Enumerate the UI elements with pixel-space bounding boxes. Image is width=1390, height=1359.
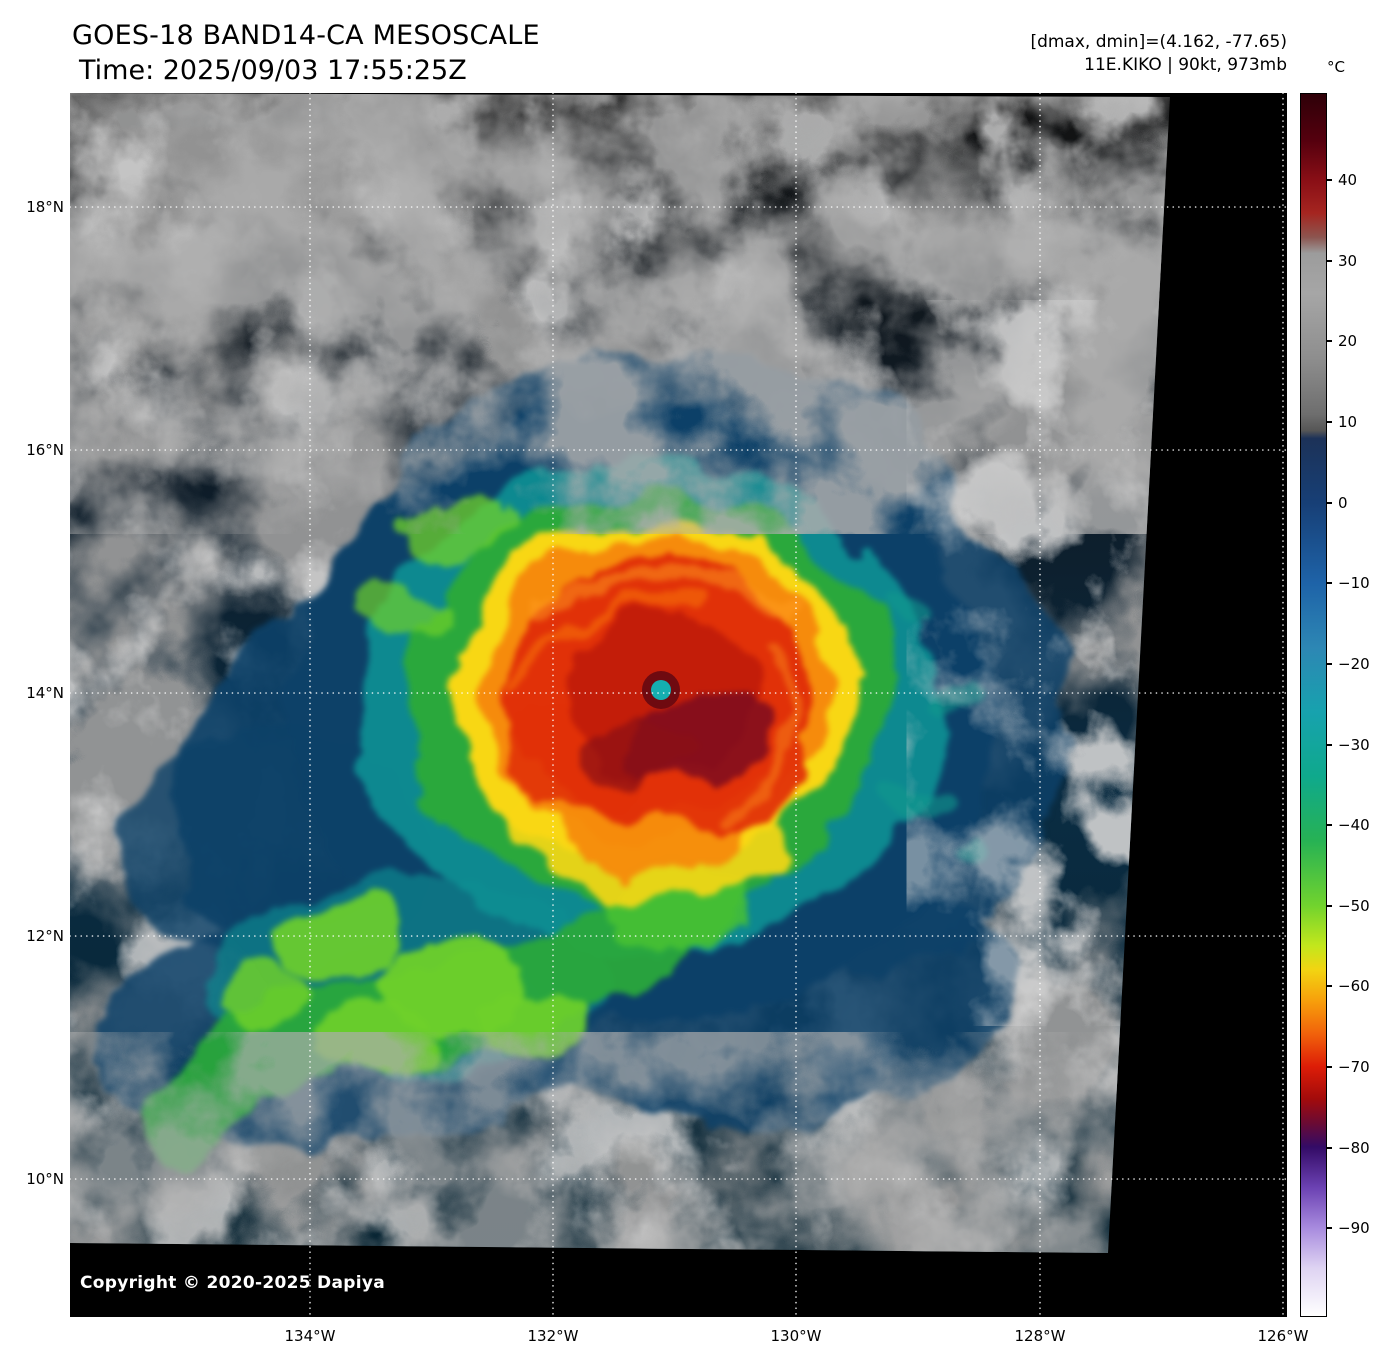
colorbar-tick — [1327, 985, 1332, 988]
colorbar-tick — [1327, 1227, 1332, 1230]
colorbar-tick — [1327, 259, 1332, 262]
colorbar-tick — [1327, 420, 1332, 423]
dmax-dmin-label: [dmax, dmin]=(4.162, -77.65) — [1030, 32, 1287, 52]
colorbar-tick — [1327, 904, 1332, 907]
colorbar-tick — [1327, 743, 1332, 746]
satellite-plot: Copyright © 2020-2025 Dapiya — [70, 93, 1287, 1317]
page-title: GOES-18 BAND14-CA MESOSCALE — [72, 20, 540, 51]
annotation-block: [dmax, dmin]=(4.162, -77.65) 11E.KIKO | … — [1030, 31, 1287, 77]
south-cloud-deck — [70, 1043, 1170, 1253]
satellite-image — [70, 93, 1287, 1317]
east-cloud-deck — [920, 333, 1170, 993]
colorbar-tick-label: −80 — [1338, 1138, 1370, 1157]
colorbar-tick-label: 20 — [1338, 332, 1358, 351]
colorbar-tick-label: −50 — [1338, 896, 1370, 915]
lon-tick-label: 130°W — [770, 1327, 822, 1345]
colorbar-unit-label: °C — [1327, 58, 1345, 76]
colorbar-tick — [1327, 1066, 1332, 1069]
colorbar-tick-label: −10 — [1338, 574, 1370, 593]
colorbar — [1300, 93, 1327, 1317]
lon-tick-label: 126°W — [1257, 1327, 1309, 1345]
lon-tick-label: 132°W — [527, 1327, 579, 1345]
colorbar-tick-label: 10 — [1338, 412, 1358, 431]
colorbar-tick — [1327, 340, 1332, 343]
colorbar-gradient — [1301, 94, 1326, 1316]
colorbar-tick — [1327, 824, 1332, 827]
copyright-label: Copyright © 2020-2025 Dapiya — [80, 1273, 385, 1293]
lat-tick-label: 18°N — [26, 198, 64, 216]
colorbar-tick-label: 40 — [1338, 171, 1358, 190]
lat-tick-label: 12°N — [26, 927, 64, 945]
storm-info-label: 11E.KIKO | 90kt, 973mb — [1084, 55, 1287, 75]
lat-tick-label: 10°N — [26, 1170, 64, 1188]
colorbar-tick-label: −20 — [1338, 654, 1370, 673]
grid-overlay — [70, 93, 1287, 1317]
colorbar-tick — [1327, 501, 1332, 504]
colorbar-tick — [1327, 582, 1332, 585]
lon-tick-label: 128°W — [1014, 1327, 1066, 1345]
colorbar-tick-label: −40 — [1338, 816, 1370, 835]
colorbar-tick-label: 0 — [1338, 493, 1348, 512]
scan-region — [70, 93, 1170, 1253]
lon-tick-label: 134°W — [284, 1327, 336, 1345]
colorbar-tick — [1327, 179, 1332, 182]
colorbar-tick — [1327, 1146, 1332, 1149]
colorbar-tick-label: −90 — [1338, 1219, 1370, 1238]
lat-tick-label: 14°N — [26, 684, 64, 702]
time-label: Time: 2025/09/03 17:55:25Z — [79, 55, 467, 86]
colorbar-tick-label: −60 — [1338, 977, 1370, 996]
colorbar-tick-label: −70 — [1338, 1058, 1370, 1077]
colorbar-tick-label: 30 — [1338, 251, 1358, 270]
colorbar-tick — [1327, 662, 1332, 665]
lat-tick-label: 16°N — [26, 441, 64, 459]
hurricane-eye — [651, 680, 671, 700]
colorbar-tick-label: −30 — [1338, 735, 1370, 754]
